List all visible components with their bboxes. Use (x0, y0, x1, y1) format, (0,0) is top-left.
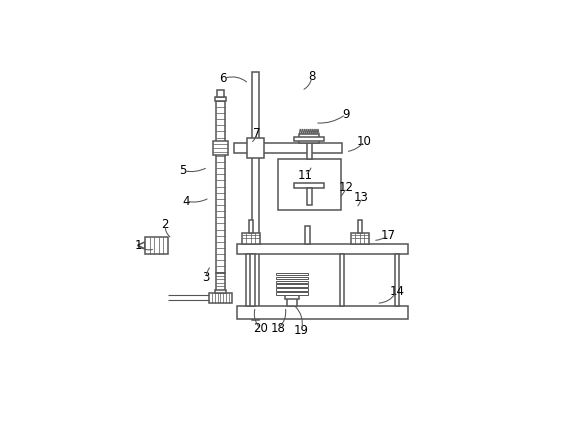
Text: 14: 14 (389, 285, 405, 298)
Text: 7: 7 (254, 126, 261, 140)
Text: 17: 17 (381, 229, 395, 242)
Bar (249, 220, 253, 233)
Text: 18: 18 (270, 322, 285, 335)
Bar (358, 220, 362, 233)
Bar (351, 233, 368, 244)
Bar (246, 254, 251, 306)
Bar (395, 254, 399, 306)
Bar (247, 138, 264, 157)
Bar (242, 233, 259, 244)
Bar (287, 295, 297, 306)
Bar (276, 292, 308, 295)
Text: 11: 11 (297, 169, 312, 182)
Text: 13: 13 (354, 191, 368, 204)
Bar (307, 188, 311, 205)
Bar (237, 306, 408, 319)
Bar (276, 277, 308, 279)
Text: 9: 9 (342, 108, 350, 121)
Bar (250, 254, 255, 306)
Bar (216, 273, 225, 293)
Text: 5: 5 (179, 164, 186, 177)
Bar (276, 288, 308, 291)
Text: 1: 1 (134, 239, 142, 252)
Text: 20: 20 (253, 322, 268, 335)
Text: 10: 10 (357, 135, 372, 148)
Bar (299, 133, 319, 143)
Bar (294, 137, 324, 141)
Text: 12: 12 (338, 181, 353, 194)
Bar (285, 295, 299, 299)
Polygon shape (137, 242, 145, 249)
Bar (276, 281, 308, 283)
Bar (307, 143, 311, 159)
Bar (214, 141, 228, 155)
Bar (216, 101, 225, 273)
Bar (340, 254, 344, 306)
Text: 4: 4 (182, 194, 189, 208)
Bar (217, 91, 224, 97)
Text: 2: 2 (162, 218, 169, 232)
Bar (276, 285, 308, 287)
Bar (215, 97, 225, 101)
Text: 8: 8 (308, 70, 315, 84)
Text: 6: 6 (219, 72, 227, 85)
Bar (237, 244, 408, 254)
Bar (277, 159, 341, 210)
Bar (276, 273, 308, 275)
Bar (294, 183, 324, 188)
Bar (145, 237, 168, 254)
Bar (209, 293, 232, 302)
Text: 3: 3 (202, 271, 210, 284)
Text: 19: 19 (294, 324, 309, 337)
Bar (305, 226, 310, 244)
Bar (252, 72, 259, 320)
Bar (215, 290, 226, 293)
Bar (234, 143, 342, 153)
